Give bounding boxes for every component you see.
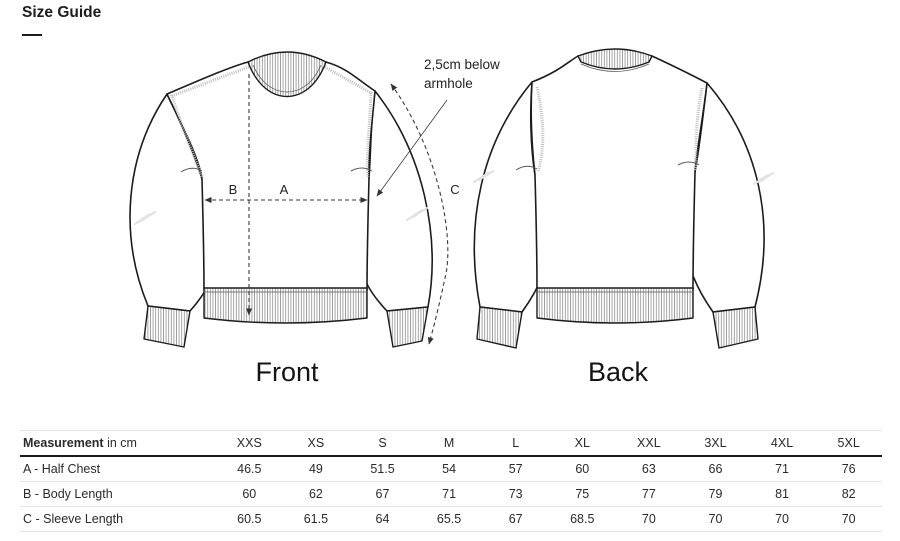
measurement-value-cell: 63 [615,456,683,482]
measurement-value-cell: 66 [682,456,749,482]
measurement-value-cell: 64 [349,506,416,532]
size-column-header: XXL [615,430,683,457]
back-garment-drawing [472,48,775,349]
front-measurement-lines: B A C [204,74,460,345]
measure-line-c-sleeve-length [390,83,449,345]
measurement-value-cell: 62 [282,481,350,507]
back-right-armhole-seam [693,87,704,171]
size-column-header: 4XL [748,430,816,457]
measurement-header-cell: Measurement in cm [20,430,216,457]
measurement-row-label: C - Sleeve Length [20,506,216,532]
measurement-value-cell: 68.5 [548,506,616,532]
size-column-header: M [415,430,483,457]
front-left-cuff [143,305,191,348]
measurement-value-cell: 67 [482,506,549,532]
armpit-gather-mark [677,161,700,166]
front-right-cuff [386,306,429,348]
measurement-value-cell: 70 [748,506,816,532]
front-garment-diagram: B A C [129,51,460,348]
page-title: Size Guide [22,4,102,21]
measurement-value-cell: 65.5 [415,506,483,532]
back-collar [577,48,653,70]
size-column-header: S [349,430,416,457]
measurement-value-cell: 75 [548,481,616,507]
sleeve-highlight-mark [133,210,157,226]
back-left-cuff [476,306,523,349]
back-right-cuff [712,306,759,349]
size-column-header: XS [282,430,350,457]
measurement-value-cell: 70 [815,506,882,532]
sleeve-highlight-mark [752,171,775,186]
front-right-shoulder-seam [322,64,373,178]
front-hem-band [203,287,368,324]
measurement-value-cell: 60 [216,481,283,507]
armpit-gather-mark [515,165,538,171]
back-caption: Back [587,357,649,387]
table-row-body-length: B - Body Length 60 62 67 71 73 75 77 79 … [20,481,882,507]
measurement-value-cell: 77 [615,481,683,507]
armpit-gather-mark [180,167,203,173]
armhole-annotation-line1: 2,5cm below [424,57,500,72]
back-collar-inner-line [580,63,650,72]
label-c: C [450,182,459,197]
measurement-header-label: Measurement [23,436,104,450]
measurement-row-label: B - Body Length [20,481,216,507]
measurement-value-cell: 81 [748,481,816,507]
table-row-half-chest: A - Half Chest 46.5 49 51.5 54 57 60 63 … [20,456,882,482]
label-a: A [280,182,289,197]
size-column-header: 5XL [815,430,882,457]
title-underline [22,34,42,36]
measurement-value-cell: 60.5 [216,506,283,532]
size-column-header: L [482,430,549,457]
measurement-row-label: A - Half Chest [20,456,216,482]
front-caption: Front [255,357,319,387]
back-torso [530,55,708,291]
measurement-header-unit: in cm [107,436,137,450]
measurement-value-cell: 70 [682,506,749,532]
measurement-value-cell: 51.5 [349,456,416,482]
measurement-value-cell: 67 [349,481,416,507]
size-table-header-row: Measurement in cm XXS XS S M L XL XXL 3X… [20,430,882,457]
back-hem-band [536,287,694,324]
front-left-shoulder-seam [170,64,252,178]
measurement-value-cell: 82 [815,481,882,507]
measurement-value-cell: 57 [482,456,549,482]
armhole-annotation: 2,5cm below armhole [424,55,500,93]
measurement-value-cell: 79 [682,481,749,507]
size-column-header: XL [548,430,616,457]
back-right-sleeve [684,82,765,313]
measurement-value-cell: 70 [615,506,683,532]
back-garment-diagram [472,48,775,349]
measurement-value-cell: 54 [415,456,483,482]
measurement-value-cell: 49 [282,456,350,482]
measurement-value-cell: 71 [748,456,816,482]
measurement-value-cell: 71 [415,481,483,507]
size-column-header: XXS [216,430,283,457]
table-row-sleeve-length: C - Sleeve Length 60.5 61.5 64 65.5 67 6… [20,506,882,532]
armhole-annotation-line2: armhole [424,76,473,91]
annotation-pointer-line [376,99,448,197]
front-garment-drawing [129,51,433,348]
measurement-value-cell: 61.5 [282,506,350,532]
measurement-value-cell: 60 [548,456,616,482]
size-column-header: 3XL [682,430,749,457]
sleeve-highlight-mark [472,169,495,184]
measurement-value-cell: 76 [815,456,882,482]
measurement-value-cell: 46.5 [216,456,283,482]
armpit-gather-mark [350,167,373,172]
front-collar-inner-line [252,64,322,93]
measurement-value-cell: 73 [482,481,549,507]
label-b: B [229,182,238,197]
size-table: Measurement in cm XXS XS S M L XL XXL 3X… [20,430,882,532]
